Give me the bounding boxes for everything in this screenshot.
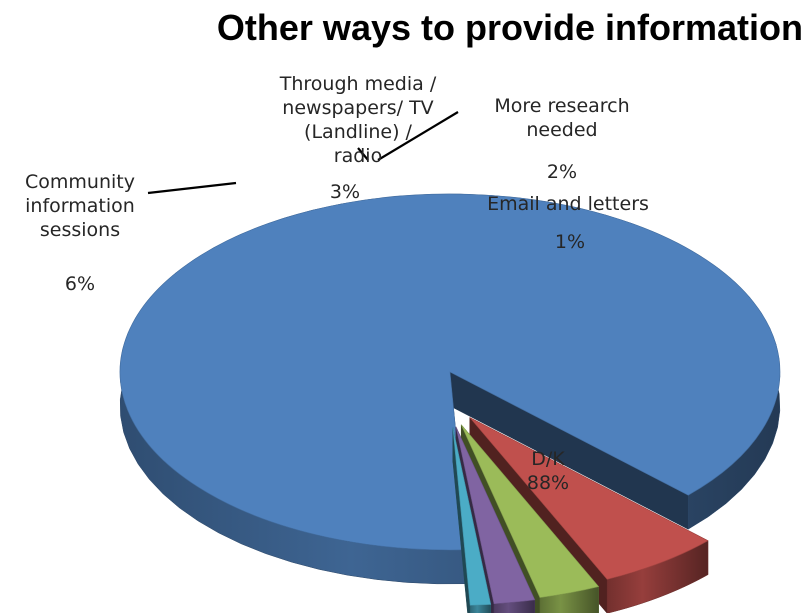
- chart-title: Other ways to provide information: [216, 7, 803, 48]
- slice-label-line: radio: [334, 145, 382, 167]
- slice-label-line: newspapers/ TV: [282, 97, 433, 119]
- pie-slice-through-media-newspapers-tv-landline-radio: [460, 424, 600, 613]
- pie-slice-d-k: [119, 193, 781, 585]
- leader-line: [377, 111, 459, 161]
- pie-slice-more-research-needed: [455, 426, 536, 613]
- slice-percent-label: 2%: [547, 161, 577, 183]
- slice-label-line: Community: [25, 171, 135, 193]
- slice-label-line: needed: [526, 119, 597, 141]
- slice-label-line: Through media /: [279, 73, 437, 95]
- slice-label: Email and letters 1%: [487, 193, 649, 253]
- slice-percent-label: 1%: [555, 231, 585, 253]
- pie-slice-email-and-letters: [452, 427, 492, 613]
- slice-percent-label: 6%: [65, 273, 95, 295]
- leader-line: [147, 181, 237, 195]
- slice-percent-label: 88%: [527, 472, 569, 494]
- slice-label-line: More research: [494, 95, 629, 117]
- slice-label-line: information: [25, 195, 135, 217]
- slice-percent-label: 3%: [330, 181, 360, 203]
- slice-label: D/K88%: [527, 448, 569, 494]
- slice-label-line: D/K: [531, 448, 565, 470]
- slice-label-line: sessions: [40, 219, 120, 241]
- leader-line: [357, 147, 369, 161]
- slice-label-line: (Landline) /: [304, 121, 412, 143]
- slice-label: Through media /newspapers/ TV(Landline) …: [279, 73, 437, 203]
- slice-label-line: Email and letters: [487, 193, 649, 215]
